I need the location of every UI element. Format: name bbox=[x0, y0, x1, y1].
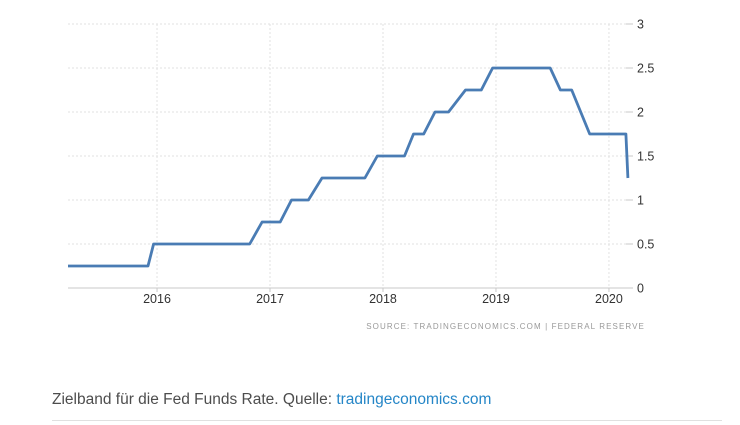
svg-text:2016: 2016 bbox=[143, 292, 171, 306]
svg-text:1.5: 1.5 bbox=[637, 150, 654, 164]
svg-text:1: 1 bbox=[637, 194, 644, 208]
svg-text:2018: 2018 bbox=[369, 292, 397, 306]
svg-text:2.5: 2.5 bbox=[637, 62, 654, 76]
chart-source-credit: SOURCE: TRADINGECONOMICS.COM | FEDERAL R… bbox=[366, 322, 645, 331]
svg-text:0: 0 bbox=[637, 282, 644, 296]
svg-text:0.5: 0.5 bbox=[637, 238, 654, 252]
svg-text:3: 3 bbox=[637, 18, 644, 32]
svg-text:2: 2 bbox=[637, 106, 644, 120]
bottom-divider bbox=[52, 420, 722, 421]
chart-caption: Zielband für die Fed Funds Rate. Quelle:… bbox=[52, 391, 712, 409]
svg-text:2017: 2017 bbox=[256, 292, 284, 306]
tradingeconomics-link[interactable]: tradingeconomics.com bbox=[336, 391, 492, 408]
svg-text:2019: 2019 bbox=[482, 292, 510, 306]
svg-text:2020: 2020 bbox=[595, 292, 623, 306]
fed-funds-rate-chart-canvas: 0 0.5 1 1.5 2 2.5 3 2016 2017 2018 2019 2020 bbox=[68, 18, 654, 306]
fed-funds-rate-chart: 0 0.5 1 1.5 2 2.5 3 2016 2017 2018 2019 2020 bbox=[68, 18, 654, 306]
caption-text: Zielband für die Fed Funds Rate. Quelle: bbox=[52, 391, 337, 408]
